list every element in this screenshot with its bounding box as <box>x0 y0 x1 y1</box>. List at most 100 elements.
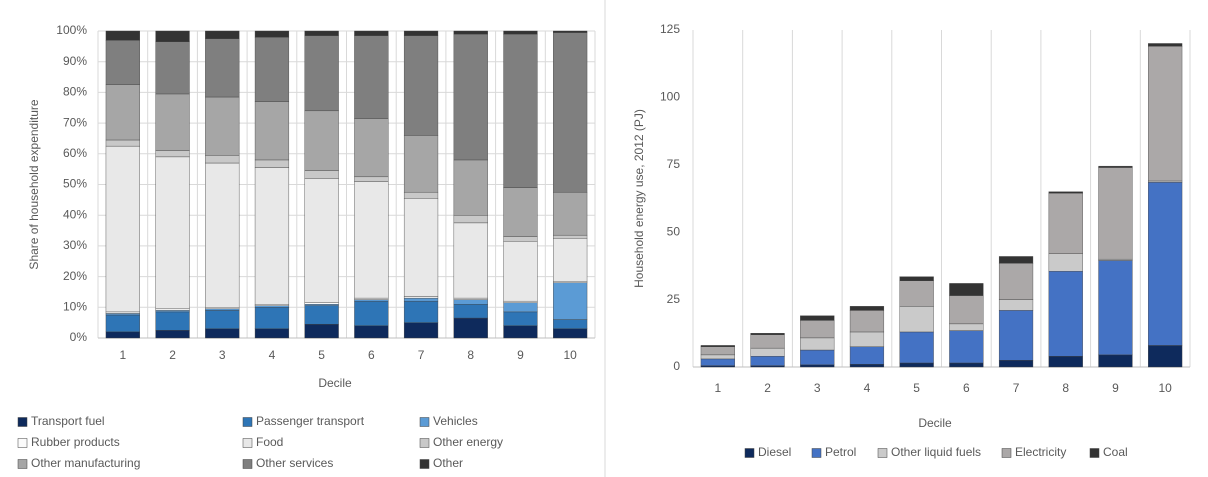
bar-segment <box>1148 43 1183 47</box>
bar-segment <box>403 135 439 193</box>
y-tick-label: 25 <box>667 292 681 306</box>
bar-segment <box>205 307 240 310</box>
bar-segment <box>254 36 290 102</box>
y-tick-label: 125 <box>660 22 680 36</box>
bar-segment <box>949 323 984 331</box>
y-axis-title: Share of household expenditure <box>27 99 41 269</box>
bar-segment <box>304 304 339 306</box>
y-tick-label: 50% <box>63 177 87 191</box>
y-tick-label: 80% <box>63 85 87 99</box>
bar-segment <box>105 30 140 41</box>
bar-segment <box>155 156 190 310</box>
bar-segment <box>354 299 389 302</box>
bar-segment <box>503 236 538 242</box>
bar-segment <box>403 198 439 297</box>
x-tick-label: 4 <box>864 381 871 395</box>
bar-segment <box>553 238 588 282</box>
legend-label: Passenger transport <box>256 414 365 428</box>
bar-segment <box>998 263 1034 300</box>
bar-segment <box>503 311 538 326</box>
y-tick-label: 10% <box>63 299 87 313</box>
bar-segment <box>304 170 339 179</box>
bar-segment <box>453 159 488 216</box>
bar-segment <box>1098 167 1133 260</box>
bar-segment <box>503 187 538 237</box>
bar-segment <box>254 307 290 329</box>
bar-segment <box>503 302 538 313</box>
bar-segment <box>155 150 190 158</box>
bar-segment <box>998 310 1034 361</box>
bar-segment <box>1148 182 1183 346</box>
y-axis-title: Household energy use, 2012 (PJ) <box>632 109 646 288</box>
x-tick-label: 7 <box>1013 381 1020 395</box>
bar-segment <box>700 358 735 366</box>
legend-label: Rubber products <box>31 435 120 449</box>
bar-segment <box>155 311 190 331</box>
bar-segment <box>553 282 588 320</box>
legend-label: Petrol <box>825 445 856 459</box>
bar-segment <box>899 306 934 333</box>
bar-segment <box>403 297 439 302</box>
x-tick-label: 10 <box>1158 381 1172 395</box>
x-tick-label: 6 <box>368 348 375 362</box>
bar-segment <box>304 302 339 305</box>
legend-swatch <box>242 438 253 448</box>
bar-segment <box>105 314 140 333</box>
y-tick-label: 75 <box>667 157 681 171</box>
bar-segment <box>998 256 1034 264</box>
bar-segment <box>899 331 934 364</box>
bar-segment <box>354 300 389 326</box>
x-tick-label: 5 <box>318 348 325 362</box>
x-tick-label: 6 <box>963 381 970 395</box>
bar-segment <box>254 328 290 339</box>
bar-segment <box>700 345 735 347</box>
bar-segment <box>1098 258 1133 261</box>
bar-segment <box>105 84 140 141</box>
legend-swatch <box>419 438 430 448</box>
legend-label: Other <box>433 456 463 470</box>
bar-segment <box>998 360 1034 368</box>
bar-segment <box>949 362 984 368</box>
bar-segment <box>403 30 439 36</box>
bar-segment <box>105 331 140 339</box>
bar-segment <box>899 280 934 307</box>
legend-swatch <box>17 438 28 448</box>
bar-segment <box>553 319 588 329</box>
y-tick-label: 0% <box>70 330 88 344</box>
bar-segment <box>899 362 934 368</box>
bar-segment <box>700 354 735 360</box>
bar-segment <box>254 304 290 306</box>
y-tick-label: 20% <box>63 269 87 283</box>
legend-swatch <box>419 459 430 469</box>
legend-label: Other energy <box>433 435 503 449</box>
bar-segment <box>205 328 240 339</box>
legend-label: Coal <box>1103 445 1128 459</box>
legend-swatch <box>877 448 888 458</box>
x-tick-label: 10 <box>563 348 577 362</box>
bar-segment <box>205 308 240 311</box>
bar-segment <box>304 35 339 112</box>
bar-segment <box>553 30 588 33</box>
legend-swatch <box>17 459 28 469</box>
bar-segment <box>800 349 835 366</box>
x-tick-label: 1 <box>120 348 127 362</box>
bar-segment <box>998 299 1034 311</box>
bar-segment <box>403 191 439 199</box>
bar-segment <box>849 331 885 347</box>
x-tick-label: 4 <box>269 348 276 362</box>
legend-swatch <box>419 417 430 427</box>
x-tick-label: 5 <box>913 381 920 395</box>
bar-segment <box>1048 271 1083 357</box>
legend-label: Food <box>256 435 283 449</box>
bar-segment <box>553 328 588 339</box>
bar-segment <box>155 310 190 313</box>
bar-segment <box>304 178 339 303</box>
bar-segment <box>304 305 339 325</box>
bar-segment <box>899 276 934 281</box>
bar-segment <box>403 35 439 136</box>
x-tick-label: 1 <box>715 381 722 395</box>
x-tick-label: 9 <box>517 348 524 362</box>
bar-segment <box>700 365 735 368</box>
bar-segment <box>205 310 240 329</box>
legend-swatch <box>1001 448 1012 458</box>
